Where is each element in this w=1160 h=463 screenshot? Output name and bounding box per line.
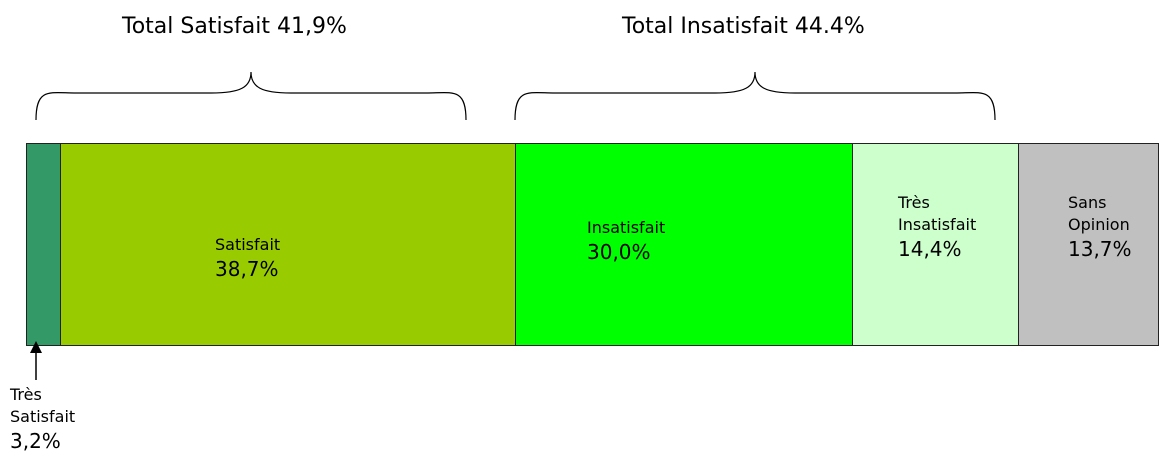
label-tres-insatisfait-value: 14,4%: [898, 237, 962, 261]
label-tres-satisfait: Très Satisfait 3,2%: [10, 384, 75, 454]
label-tres-insatisfait-name-1: Très: [898, 193, 930, 212]
label-insatisfait-value: 30,0%: [587, 240, 651, 264]
label-insatisfait: Insatisfait 30,0%: [587, 217, 665, 265]
label-tres-satisfait-name-2: Satisfait: [10, 407, 76, 426]
label-sans-opinion: Sans Opinion 13,7%: [1068, 192, 1132, 262]
bar-insatisfait: [515, 143, 905, 346]
label-sans-opinion-value: 13,7%: [1068, 237, 1132, 261]
label-tres-satisfait-value: 3,2%: [10, 429, 61, 453]
bar-satisfait: [60, 143, 563, 346]
bar-sans-opinion: [1018, 143, 1159, 346]
label-sans-opinion-name-1: Sans: [1068, 193, 1107, 212]
label-tres-insatisfait: Très Insatisfait 14,4%: [898, 192, 976, 262]
label-tres-satisfait-name-1: Très: [10, 385, 42, 404]
label-sans-opinion-name-2: Opinion: [1068, 215, 1130, 234]
group-title-insatisfait: Total Insatisfait 44.4%: [622, 14, 865, 39]
brace-insatisfait: [514, 71, 996, 121]
label-insatisfait-name: Insatisfait: [587, 218, 666, 237]
label-satisfait-name: Satisfait: [215, 235, 281, 254]
arrow-head: [30, 341, 42, 353]
brace-satisfait: [35, 71, 467, 121]
label-satisfait: Satisfait 38,7%: [215, 234, 280, 282]
label-tres-insatisfait-name-2: Insatisfait: [898, 215, 977, 234]
group-title-satisfait: Total Satisfait 41,9%: [122, 14, 347, 39]
label-satisfait-value: 38,7%: [215, 257, 279, 281]
